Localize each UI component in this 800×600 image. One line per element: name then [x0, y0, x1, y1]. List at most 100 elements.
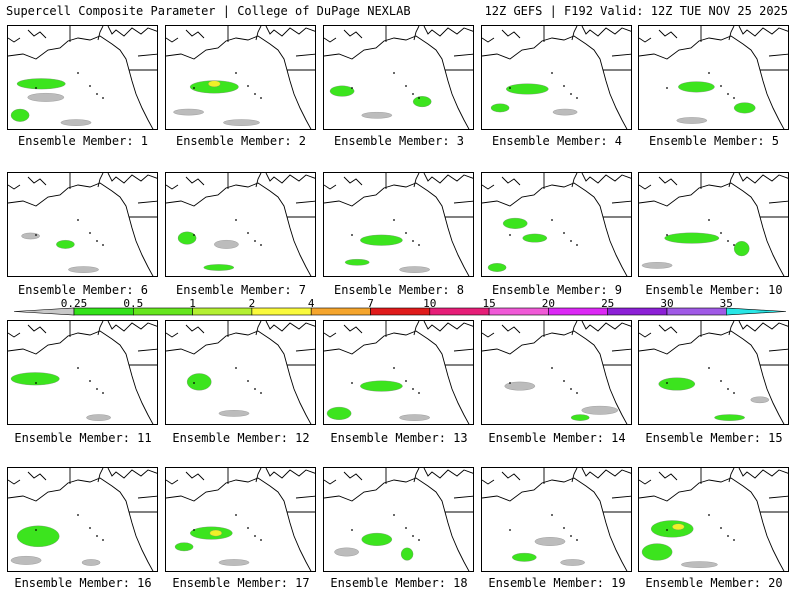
coastline [501, 471, 521, 481]
ensemble-member-map [165, 25, 316, 130]
island [35, 382, 37, 384]
coastline [27, 324, 47, 334]
island [570, 240, 572, 242]
island [576, 392, 578, 394]
island [733, 244, 735, 246]
ensemble-member-caption: Ensemble Member: 7 [175, 283, 307, 297]
island [405, 380, 407, 382]
coastline [97, 321, 104, 336]
coastline [482, 35, 628, 129]
coastline [97, 26, 104, 41]
coastline [97, 468, 104, 483]
island [412, 93, 414, 95]
ensemble-member-caption: Ensemble Member: 6 [17, 283, 149, 297]
green-scp-area [186, 373, 212, 391]
gray-scp-area [361, 112, 393, 119]
coastline [728, 468, 735, 483]
coastline [738, 26, 788, 37]
coastline [255, 26, 262, 41]
ensemble-member-map [7, 172, 158, 277]
island [102, 539, 104, 541]
island [708, 367, 710, 369]
member-map-svg [324, 468, 473, 571]
member-map-svg [639, 468, 788, 571]
island [35, 529, 37, 531]
coastline [581, 468, 631, 479]
island [570, 535, 572, 537]
coastline [639, 182, 785, 276]
coastline [658, 324, 678, 334]
coastline [255, 468, 262, 483]
coastline [166, 184, 179, 190]
coastline [255, 173, 262, 188]
colorbar-tick-label: 7 [367, 297, 374, 310]
member-map-svg [639, 321, 788, 424]
island [35, 234, 37, 236]
island [509, 234, 511, 236]
green-scp-area [650, 520, 694, 538]
island [89, 527, 91, 529]
run-info: 12Z GEFS | F192 Valid: 12Z TUE NOV 25 20… [484, 4, 788, 18]
coastline [501, 29, 521, 39]
island [351, 382, 353, 384]
coastline [166, 35, 312, 129]
coastline [324, 479, 337, 485]
coastline [639, 479, 652, 485]
ensemble-member-caption: Ensemble Member: 18 [330, 576, 468, 590]
coastline [8, 479, 21, 485]
island [260, 97, 262, 99]
colorbar-tick-label: 25 [601, 297, 615, 310]
coastline [639, 184, 652, 190]
colorbar-segment [370, 307, 431, 316]
coastline [413, 468, 420, 483]
coastline [185, 29, 205, 39]
member-map-svg [324, 26, 473, 129]
coastline [166, 477, 312, 571]
green-scp-area [10, 108, 30, 122]
coastline [27, 471, 47, 481]
colorbar-segment [251, 307, 312, 316]
coastline [137, 495, 157, 499]
coastline [324, 477, 470, 571]
green-scp-area [56, 240, 75, 249]
ensemble-member-map [7, 467, 158, 572]
island [247, 380, 249, 382]
ensemble-member-map [165, 172, 316, 277]
island [254, 535, 256, 537]
green-scp-area [203, 264, 235, 271]
ensemble-member-map [7, 25, 158, 130]
green-scp-area [16, 525, 60, 547]
gray-scp-area [504, 381, 536, 391]
island [405, 232, 407, 234]
island [412, 388, 414, 390]
green-scp-area [344, 259, 370, 266]
coastline [453, 348, 473, 352]
coastline [107, 173, 157, 184]
colorbar-segment [429, 307, 490, 316]
member-map-svg [482, 468, 631, 571]
coastline [413, 321, 420, 336]
ensemble-member-caption: Ensemble Member: 14 [488, 431, 626, 445]
colorbar-tick-label: 30 [660, 297, 674, 310]
island [733, 539, 735, 541]
coastline [166, 182, 312, 276]
colorbar-segment [548, 307, 609, 316]
island [720, 380, 722, 382]
gray-scp-area [173, 108, 204, 116]
coastline [166, 37, 179, 43]
island [720, 85, 722, 87]
island [260, 244, 262, 246]
gray-scp-area [60, 119, 92, 126]
coastline [8, 332, 21, 338]
island [666, 234, 668, 236]
ensemble-member-map [323, 467, 474, 572]
coastline [482, 479, 495, 485]
island [96, 388, 98, 390]
coastline [611, 495, 631, 499]
island [193, 529, 195, 531]
green-scp-area [733, 102, 756, 114]
island [733, 392, 735, 394]
coastline [738, 468, 788, 479]
coastline [137, 200, 157, 204]
